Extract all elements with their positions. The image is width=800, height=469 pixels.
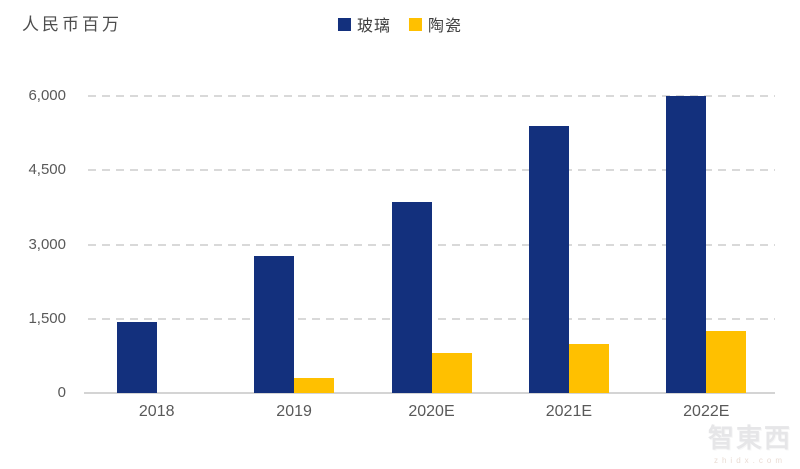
bar-glass-2022E <box>666 96 707 393</box>
bar-glass-2021E <box>528 125 569 393</box>
glass-legend-swatch-icon <box>337 17 351 31</box>
ceramic-legend-swatch-icon <box>409 17 422 31</box>
bar-glass-2020E <box>391 202 432 393</box>
legend-item-ceramic: 陶瓷 <box>409 12 462 36</box>
x-tick-label: 2020E <box>408 403 455 420</box>
y-gridline <box>88 243 775 246</box>
plot-area <box>84 95 775 394</box>
bar-ceramic-2021E <box>568 343 609 393</box>
bar-glass-2018 <box>116 322 157 393</box>
y-gridline <box>88 169 775 172</box>
x-tick-label: 2019 <box>276 403 312 420</box>
x-tick-label: 2018 <box>138 403 175 420</box>
bar-ceramic-2022E <box>706 331 747 393</box>
y-axis-unit-label: 人民币百万 <box>22 15 122 35</box>
y-tick-label: 3,000 <box>28 235 66 253</box>
chart-legend: 玻璃 陶瓷 <box>337 12 462 36</box>
bar-glass-2019 <box>254 255 295 393</box>
x-axis-baseline <box>84 392 775 394</box>
x-tick-label: 2021E <box>545 403 593 420</box>
y-gridline <box>88 317 775 320</box>
bar-ceramic-2020E <box>431 352 472 393</box>
y-axis-labels: 0 1,500 3,000 4,500 6,000 <box>0 87 66 401</box>
y-tick-label: 4,500 <box>28 161 66 179</box>
bar-ceramic-2019 <box>294 378 335 393</box>
x-tick-label: 2022E <box>683 403 730 420</box>
y-tick-label: 0 <box>57 384 66 401</box>
x-axis-labels: 2018 2019 2020E 2021E 2022E <box>88 403 775 427</box>
legend-label-glass: 玻璃 <box>356 16 391 35</box>
watermark-domain-text: zhidx.com <box>713 456 786 465</box>
y-tick-label: 1,500 <box>28 309 66 327</box>
y-tick-label: 6,000 <box>28 87 66 104</box>
legend-label-ceramic: 陶瓷 <box>428 16 463 35</box>
y-gridline <box>88 95 775 97</box>
legend-item-glass: 玻璃 <box>337 12 391 36</box>
